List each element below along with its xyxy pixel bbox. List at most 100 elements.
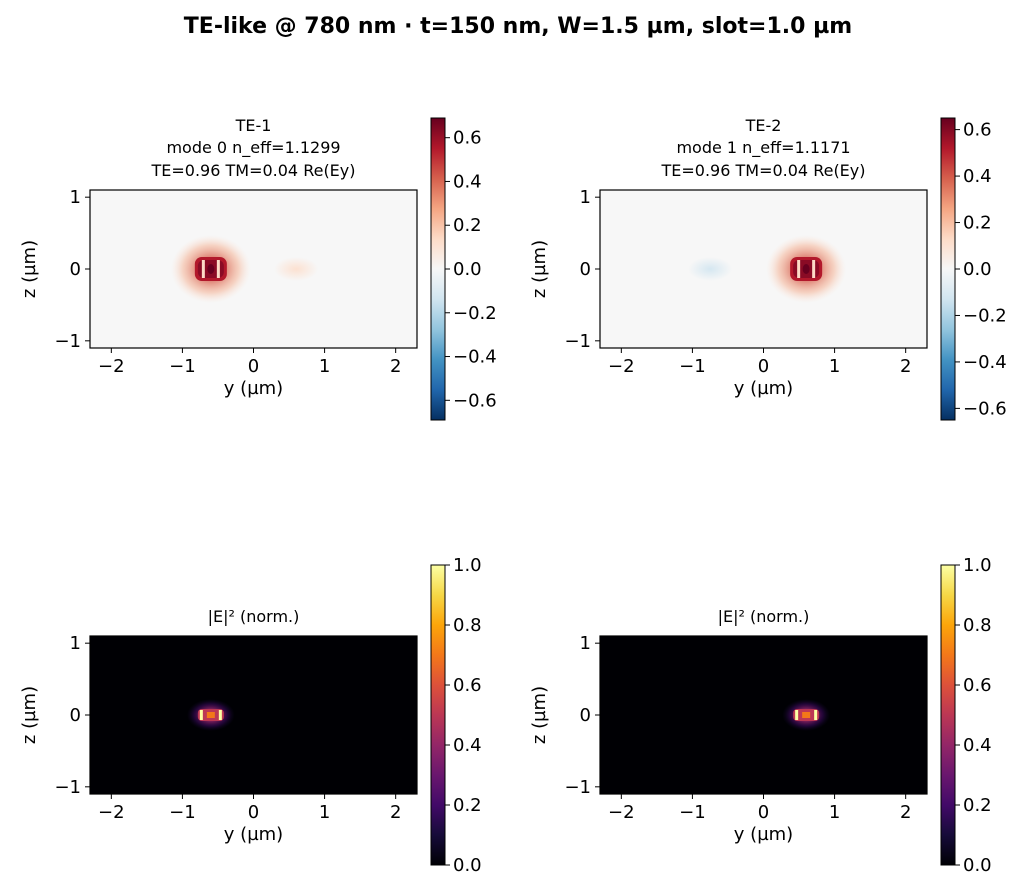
heatmap-background [600, 190, 927, 348]
heatmap-background [600, 636, 927, 794]
x-axis-label: y (µm) [734, 378, 793, 399]
heatmap-field [782, 699, 831, 731]
field-weak-lobe [274, 257, 319, 281]
y-tick-label: 0 [580, 705, 591, 726]
colorbar [941, 565, 955, 865]
colorbar-tick-label: 1.0 [453, 555, 482, 576]
colorbar-tick-label: 1.0 [963, 555, 992, 576]
colorbar-tick-label: 0.0 [963, 259, 992, 280]
heatmap-field [688, 235, 847, 303]
field-hotspot [814, 710, 818, 720]
field-slot-edge [216, 260, 220, 278]
colorbar-tick-label: 0.0 [453, 855, 482, 876]
x-tick-label: −2 [608, 356, 635, 377]
colorbar [941, 118, 955, 420]
x-axis-label: y (µm) [224, 824, 283, 845]
field-weak-lobe [688, 257, 733, 281]
panel-title-line: TE-1 [235, 116, 272, 135]
x-tick-label: 2 [900, 356, 911, 377]
panel-title-line: TE-2 [745, 116, 782, 135]
colorbar [431, 565, 445, 865]
x-tick-label: 0 [758, 802, 769, 823]
field-slot [802, 712, 811, 718]
y-tick-label: 0 [580, 259, 591, 280]
heatmap-field [170, 235, 319, 303]
colorbar-tick-label: −0.2 [963, 305, 1007, 326]
colorbar-tick-label: 0.2 [453, 795, 482, 816]
colorbar-tick-label: 0.8 [453, 615, 482, 636]
field-hotspot [218, 710, 222, 720]
x-tick-label: −2 [608, 802, 635, 823]
colorbar-tick-label: −0.4 [453, 347, 497, 368]
x-tick-label: −1 [169, 802, 196, 823]
colorbar-tick-label: 0.4 [963, 735, 992, 756]
colorbar-tick-label: 0.2 [963, 795, 992, 816]
x-tick-label: 1 [319, 802, 330, 823]
colorbar-tick-label: 0.4 [963, 166, 992, 187]
colorbar-tick-label: −0.6 [963, 398, 1007, 419]
colorbar-tick-label: −0.4 [963, 352, 1007, 373]
panel-title-line: TE=0.96 TM=0.04 Re(Ey) [661, 161, 866, 180]
x-tick-label: −1 [169, 356, 196, 377]
y-axis-label: z (µm) [19, 240, 40, 298]
x-tick-label: 1 [829, 802, 840, 823]
heatmap-background [90, 636, 417, 794]
colorbar-tick-label: 0.6 [963, 675, 992, 696]
y-axis-label: z (µm) [529, 240, 550, 298]
x-tick-label: 1 [319, 356, 330, 377]
subplot-2: −2 −1 0 1 2 −1 0 1 y (µm) z (µm) TE-2 mode 1 n_eff=… [529, 116, 1007, 421]
y-tick-label: 1 [70, 633, 81, 654]
colorbar-frame [940, 564, 956, 866]
field-lobe-center [207, 264, 215, 274]
panel-title-line: TE=0.96 TM=0.04 Re(Ey) [151, 161, 356, 180]
figure-title: TE-like @ 780 nm · t=150 nm, W=1.5 µm, s… [184, 14, 852, 39]
field-slot-edge [812, 260, 816, 278]
colorbar-tick-label: 0.4 [453, 735, 482, 756]
y-tick-label: 0 [70, 705, 81, 726]
x-tick-label: −1 [679, 802, 706, 823]
y-tick-label: 1 [580, 187, 591, 208]
y-tick-label: 0 [70, 259, 81, 280]
subplot-3: −2 −1 0 1 2 −1 0 1 y (µm) z (µm) |E|² (norm.) 0.0 0.… [19, 555, 482, 876]
x-tick-label: 2 [900, 802, 911, 823]
y-axis-label: z (µm) [19, 686, 40, 744]
field-lobe-center [802, 264, 810, 274]
panel-title-line: |E|² (norm.) [208, 607, 300, 626]
panel-title-line: mode 0 n_eff=1.1299 [166, 138, 340, 158]
heatmap-field [186, 699, 235, 731]
colorbar [431, 118, 445, 420]
colorbar-frame [430, 564, 446, 866]
colorbar-tick-label: 0.2 [963, 213, 992, 234]
y-tick-label: −1 [564, 777, 591, 798]
field-slot-edge [797, 260, 801, 278]
colorbar-tick-label: 0.0 [963, 855, 992, 876]
x-tick-label: 2 [390, 356, 401, 377]
y-tick-label: 1 [580, 633, 591, 654]
y-axis-label: z (µm) [529, 686, 550, 744]
colorbar-tick-label: 0.6 [453, 128, 482, 149]
field-hotspot [795, 710, 799, 720]
field-slot [206, 712, 215, 718]
colorbar-tick-label: 0.4 [453, 171, 482, 192]
subplot-1: −2 −1 0 1 2 −1 0 1 y (µm) z (µm) TE-1 mode 0 n_eff=… [19, 116, 497, 421]
colorbar-tick-label: 0.2 [453, 215, 482, 236]
field-hotspot [199, 710, 203, 720]
x-tick-label: 0 [758, 356, 769, 377]
y-tick-label: −1 [54, 331, 81, 352]
x-tick-label: 0 [248, 356, 259, 377]
x-tick-label: −2 [98, 802, 125, 823]
x-tick-label: 2 [390, 802, 401, 823]
y-tick-label: 1 [70, 187, 81, 208]
x-axis-label: y (µm) [224, 378, 283, 399]
subplot-4: −2 −1 0 1 2 −1 0 1 y (µm) z (µm) |E|² (norm.) 0.0 0.… [529, 555, 992, 876]
x-axis-label: y (µm) [734, 824, 793, 845]
colorbar-tick-label: 0.6 [453, 675, 482, 696]
y-tick-label: −1 [54, 777, 81, 798]
colorbar-tick-label: 0.8 [963, 615, 992, 636]
x-tick-label: 0 [248, 802, 259, 823]
field-slot-edge [201, 260, 205, 278]
panel-title-line: |E|² (norm.) [718, 607, 810, 626]
y-tick-label: −1 [564, 331, 591, 352]
heatmap-background [90, 190, 417, 348]
